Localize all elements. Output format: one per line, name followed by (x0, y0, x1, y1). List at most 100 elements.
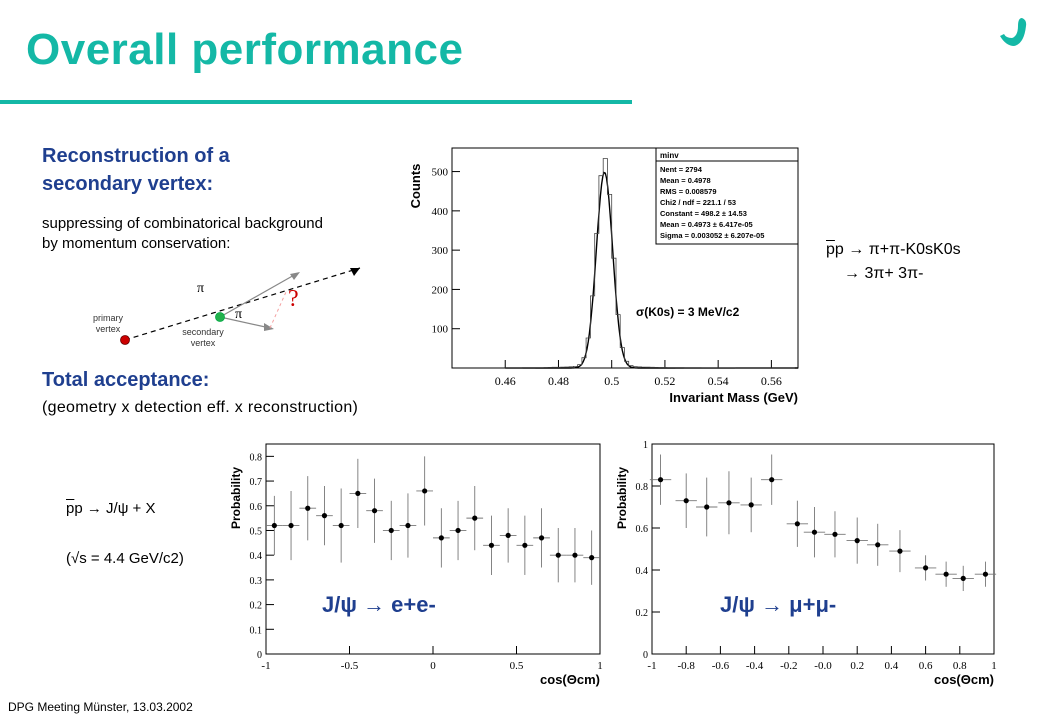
x-tick-label: 0.54 (708, 374, 729, 388)
data-point (455, 527, 461, 534)
x-axis-label: cos(Θcm) (540, 672, 600, 687)
data-point (923, 565, 929, 571)
data-point (355, 490, 361, 497)
x-tick-label: 0.2 (850, 660, 864, 672)
secondary-label-line2: vertex (190, 338, 216, 348)
heading-reconstruction: Reconstruction of a secondary vertex: (42, 142, 230, 198)
pi-label-upper: π (197, 281, 204, 296)
y-tick-label: 0.8 (250, 452, 263, 463)
y-tick-label: 0.8 (636, 482, 649, 493)
x-tick-label: -0.8 (677, 660, 695, 672)
x-tick-label: 0.52 (654, 374, 675, 388)
data-point (472, 515, 478, 521)
data-point (683, 498, 689, 504)
stats-box-row: Chi2 / ndf = 221.1 / 53 (660, 198, 736, 207)
data-point (854, 538, 860, 544)
x-tick-label: -0.5 (341, 660, 359, 672)
x-tick-label: 0.56 (761, 374, 782, 388)
stats-box-row: RMS = 0.008579 (660, 187, 717, 196)
y-axis-label: Counts (408, 164, 423, 209)
x-tick-label: -0.6 (712, 660, 730, 672)
data-point (338, 522, 344, 529)
pion-track-2 (219, 316, 271, 329)
data-point (505, 532, 511, 539)
acceptance-description: (geometry x detection eff. x reconstruct… (42, 399, 359, 416)
y-tick-label: 0.1 (250, 625, 263, 636)
x-axis-label: Invariant Mass (GeV) (669, 390, 798, 405)
x-tick-label: 0.8 (953, 660, 967, 672)
stats-box (655, 147, 799, 245)
y-tick-label: 0.6 (250, 502, 263, 513)
y-tick-label: 0.4 (250, 551, 263, 562)
plot-frame (451, 147, 799, 369)
dashed-momentum-line (124, 267, 361, 341)
stats-box-title: minv (660, 151, 679, 160)
acceptance-mumu-chart: -1 -0.8 -0.6 -0.4 -0.2 -0.0 0.2 0.4 0.6 0.8 1 0 0.2 0… (615, 440, 997, 687)
secondary-vertex-label: secondary vertex (170, 327, 236, 349)
y-tick-label: 100 (432, 324, 449, 336)
data-point (438, 535, 444, 541)
dashed-line-arrowhead (350, 268, 360, 276)
pion-track-2-arrowhead (264, 323, 274, 331)
page-title: Overall performance (26, 25, 464, 74)
pbar-symbol: p (826, 241, 835, 258)
plot-frame (265, 443, 601, 655)
data-point (555, 552, 561, 558)
stats-box-row: Constant = 498.2 ± 14.53 (660, 209, 747, 218)
data-point (897, 548, 903, 554)
primary-label-line1: primary (92, 313, 123, 323)
x-tick-label: -1 (647, 660, 656, 672)
pion-track-1 (219, 273, 297, 318)
y-tick-label: 1 (643, 440, 648, 451)
data-point (769, 477, 775, 483)
y-tick-label: 0 (257, 650, 262, 661)
data-point (388, 527, 394, 534)
x-tick-label: 0 (430, 660, 436, 672)
heading-reconstruction-line1: Reconstruction of a (42, 145, 230, 167)
y-tick-label: 0.2 (250, 601, 263, 612)
data-point (321, 513, 328, 519)
decay-mode-label: J/ψ → μ+μ- (720, 592, 836, 617)
y-tick-label: 0.7 (250, 477, 263, 488)
stats-box-row: Nent = 2794 (660, 165, 703, 174)
data-point (875, 542, 881, 548)
x-tick-label: 0.4 (885, 660, 899, 672)
logo-checkmark-icon (1000, 18, 1027, 46)
reaction-kshort-line2: → 3π+ 3π- (844, 265, 924, 282)
primary-label-line2: vertex (95, 324, 121, 334)
acceptance-ee-chart: -1 -0.5 0 0.5 1 0 0.1 0.2 0.3 0.4 0.5 0.6 0.7 0.8 cos(… (229, 443, 603, 687)
plot-frame (651, 443, 995, 655)
data-point (811, 529, 818, 535)
footer-text: DPG Meeting Münster, 13.03.2002 (8, 700, 193, 714)
data-point (572, 552, 578, 558)
data-point (522, 542, 528, 548)
x-tick-label: 0.46 (495, 374, 516, 388)
data-point (982, 571, 989, 577)
y-tick-label: 0 (643, 650, 648, 661)
reaction-kshort-line1: pp → π+π-K0sK0s (826, 238, 961, 262)
stats-box-row: Mean = 0.4978 (660, 176, 711, 185)
y-tick-label: 300 (432, 245, 449, 257)
primary-vertex-marker (120, 335, 130, 345)
primary-vertex-label: primary vertex (80, 313, 136, 335)
data-point (405, 522, 411, 529)
x-tick-label: 0.5 (510, 660, 524, 672)
pi-label-lower: π (235, 307, 242, 322)
data-point (943, 571, 949, 577)
title-underline (0, 100, 632, 104)
y-tick-label: 0.4 (636, 566, 649, 577)
y-tick-label: 500 (432, 167, 449, 179)
heading-reconstruction-line2: secondary vertex: (42, 173, 214, 195)
secondary-label-line1: secondary (182, 327, 224, 337)
missing-momentum-line (269, 291, 287, 329)
data-point (371, 508, 378, 514)
y-axis-label: Probability (229, 467, 243, 529)
data-point (748, 502, 754, 508)
pbar-symbol-2: p (66, 500, 75, 517)
invariant-mass-chart: 0.46 0.48 0.5 0.52 0.54 0.56 100 200 300 400 500 In… (408, 147, 799, 405)
y-tick-label: 0.2 (636, 608, 649, 619)
data-point (726, 500, 732, 506)
x-axis-label: cos(Θcm) (934, 672, 994, 687)
x-tick-label: 0.5 (604, 374, 619, 388)
y-tick-label: 0.6 (636, 524, 649, 535)
